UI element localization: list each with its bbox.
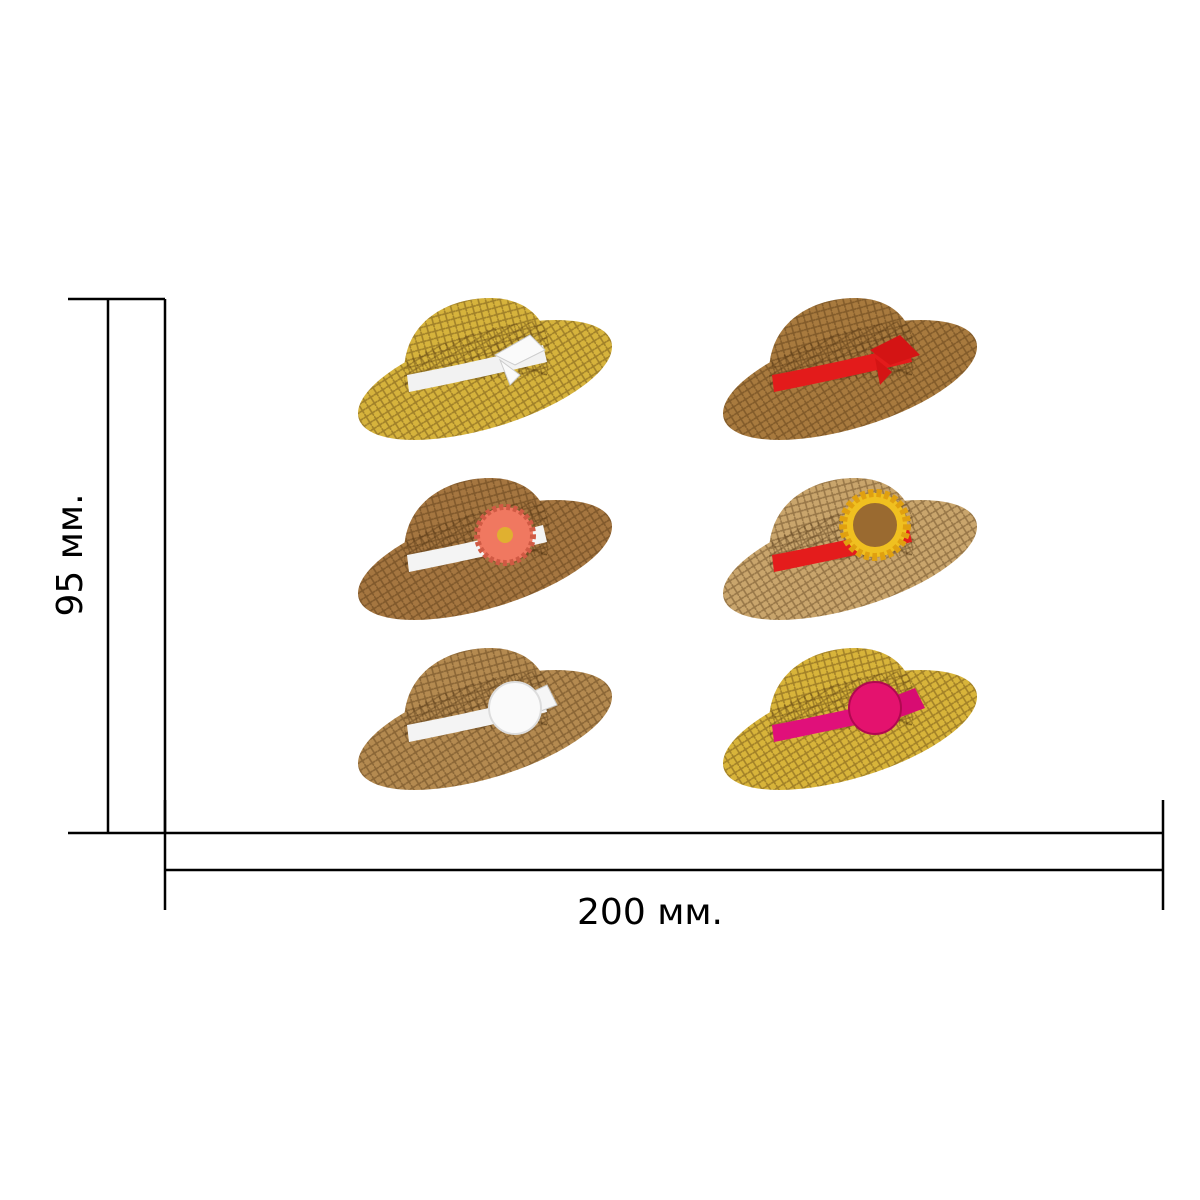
height-label: 95 мм. [50,493,91,616]
hat [708,644,992,816]
hat [708,474,992,646]
hat [343,644,627,816]
hat [708,294,992,466]
width-dimension [163,800,1165,910]
height-dimension [68,297,167,835]
width-label: 200 мм. [577,892,723,933]
hat [343,294,627,466]
hat [343,474,627,646]
